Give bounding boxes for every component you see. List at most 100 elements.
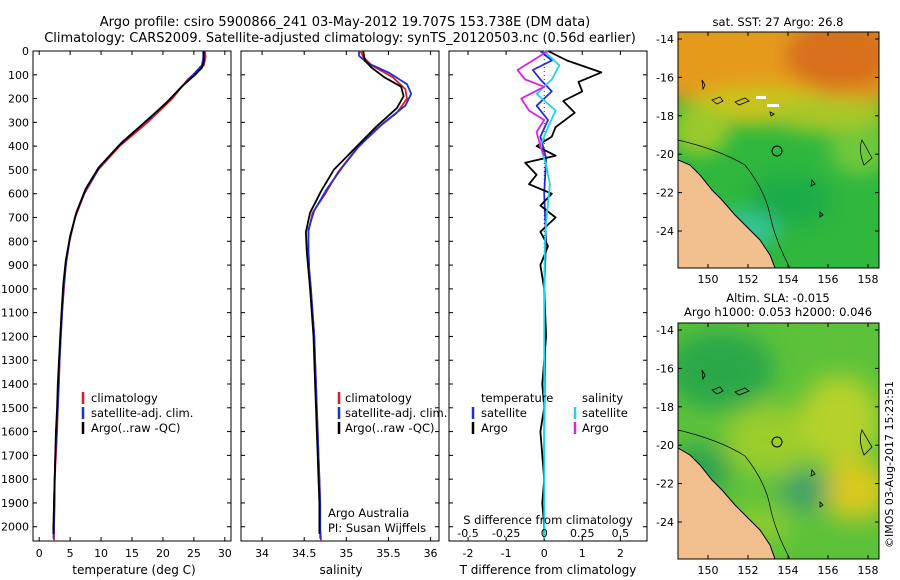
map-y-tick-label: -18 xyxy=(656,401,674,414)
legend-s-satellite-label: satellite xyxy=(582,406,628,420)
x-tick-label: 5 xyxy=(67,547,74,560)
s-difference-label: S difference from climatology xyxy=(463,513,633,527)
map-y-tick-label: -24 xyxy=(656,516,674,529)
depth-tick-label: 1800 xyxy=(1,473,29,486)
map-x-tick-label: 154 xyxy=(778,273,799,286)
temperature-panel: 0100200300400500600700800900100011001200… xyxy=(1,45,232,577)
depth-tick-label: 1400 xyxy=(1,378,29,391)
x-tick-label: 25 xyxy=(187,547,201,560)
x-tick-label: 2 xyxy=(617,547,624,560)
legend-t-argo-label: Argo xyxy=(481,421,508,435)
x-tick-label: 1 xyxy=(579,547,586,560)
salinity-series xyxy=(305,50,413,542)
coast-land xyxy=(678,447,776,559)
legend-argo-label: Argo(..raw -QC) xyxy=(345,421,435,435)
x-tick-label: 34 xyxy=(255,547,269,560)
depth-tick-label: 400 xyxy=(8,140,29,153)
legend-s-argo-label: Argo xyxy=(582,421,609,435)
temperature-legend: climatology satellite-adj. clim. Argo(..… xyxy=(81,391,193,435)
salinity-plot-frame xyxy=(240,50,440,542)
temperature-x-label: temperature (deg C) xyxy=(72,563,195,577)
depth-tick-label: 800 xyxy=(8,235,29,248)
depth-tick-label: 1300 xyxy=(1,354,29,367)
depth-tick-label: 1000 xyxy=(1,283,29,296)
map-y-tick-label: -16 xyxy=(656,71,674,84)
difference-series xyxy=(516,50,603,539)
missing-data-patch xyxy=(767,104,779,107)
sla-map: Altim. SLA: -0.015 Argo h1000: 0.053 h20… xyxy=(656,291,880,577)
difference-legend: temperature satellite Argo salinity sate… xyxy=(471,391,628,435)
series-line-climatology xyxy=(53,50,207,541)
map-x-tick-label: 154 xyxy=(778,564,799,577)
sla-map-axes: 150 152 154 156 158 -14 -16 -18 -20 -22 -24 xyxy=(656,323,879,577)
difference-plot-frame xyxy=(448,50,648,542)
map-x-tick-label: 152 xyxy=(738,564,759,577)
map-x-tick-label: 158 xyxy=(858,564,879,577)
coast-land xyxy=(678,159,776,268)
s-tick-label: 0 xyxy=(541,527,548,540)
sst-map: sat. SST: 27 Argo: 26.8 150 152 154 156 15 xyxy=(656,15,880,286)
sst-map-axes: 150 152 154 156 158 -14 -16 -18 -20 -22 -24 xyxy=(656,32,879,286)
salinity-x-axis: 34 34.5 35 35.5 36 xyxy=(255,51,438,560)
depth-tick-label: 1600 xyxy=(1,426,29,439)
temperature-depth-axis: 0 100 200 300 400 500 600 700 800 900 1000 1100 1200… xyxy=(1,45,231,534)
salinity-x-label: salinity xyxy=(319,563,362,577)
x-tick-label: 34.5 xyxy=(292,547,317,560)
map-x-tick-label: 158 xyxy=(858,273,879,286)
map-y-tick-label: -20 xyxy=(656,148,674,161)
figure-title-line1: Argo profile: csiro 5900866_241 03-May-2… xyxy=(100,15,591,30)
depth-tick-label: 1900 xyxy=(1,497,29,510)
depth-tick-label: 1700 xyxy=(1,449,29,462)
sla-map-title-line2: Argo h1000: 0.053 h2000: 0.046 xyxy=(684,305,872,319)
s-tick-label: 0.25 xyxy=(570,527,595,540)
sst-field xyxy=(678,32,879,268)
x-tick-label: 10 xyxy=(94,547,108,560)
credit-line2: PI: Susan Wijffels xyxy=(328,521,426,535)
legend-satellite-label: satellite-adj. clim. xyxy=(345,406,447,420)
series-line-satellite-adj-clim- xyxy=(307,51,413,539)
depth-tick-label: 600 xyxy=(8,188,29,201)
s-tick-label: -0.25 xyxy=(492,527,520,540)
argo-position-marker xyxy=(771,436,783,448)
series-line-salinity-argo xyxy=(516,50,549,157)
depth-tick-label: 500 xyxy=(8,164,29,177)
map-y-tick-label: -16 xyxy=(656,362,674,375)
series-line-satellite-adj-clim- xyxy=(52,51,205,539)
x-tick-label: 15 xyxy=(125,547,139,560)
argo-position-marker xyxy=(771,145,783,157)
x-tick-label: 36 xyxy=(424,547,438,560)
map-x-tick-label: 152 xyxy=(738,273,759,286)
x-tick-label: 35.5 xyxy=(376,547,401,560)
series-line-salinity-satellite xyxy=(535,50,561,539)
x-tick-label: 20 xyxy=(156,547,170,560)
map-x-tick-label: 156 xyxy=(818,273,839,286)
map-y-tick-label: -22 xyxy=(656,187,674,200)
map-x-tick-label: 156 xyxy=(818,564,839,577)
t-difference-label: T difference from climatology xyxy=(459,563,637,577)
x-tick-label: 30 xyxy=(218,547,232,560)
map-x-tick-label: 150 xyxy=(698,564,719,577)
figure-title-line2: Climatology: CARS2009. Satellite-adjuste… xyxy=(44,31,636,46)
depth-tick-label: 2000 xyxy=(1,521,29,534)
depth-tick-label: 1100 xyxy=(1,307,29,320)
imos-credit: ©IMOS 03-Aug-2017 15:23:51 xyxy=(883,381,896,548)
difference-depth-ticks xyxy=(449,50,647,528)
s-tick-label: -0.5 xyxy=(457,527,478,540)
series-line-temperature-argo xyxy=(524,50,603,534)
x-tick-label: 0 xyxy=(36,547,43,560)
series-line-argo-raw-qc- xyxy=(52,51,205,534)
sla-map-title-line1: Altim. SLA: -0.015 xyxy=(726,291,830,305)
temperature-x-axis: 0 5 10 15 20 25 30 xyxy=(36,51,232,560)
s-difference-ticks: -0.5 -0.25 0 0.25 0.5 xyxy=(457,527,629,540)
legend-satellite-label: satellite-adj. clim. xyxy=(91,406,193,420)
series-line-climatology xyxy=(307,50,408,542)
map-y-tick-label: -14 xyxy=(656,33,674,46)
x-tick-label: -2 xyxy=(463,547,474,560)
depth-tick-label: 0 xyxy=(22,45,29,58)
depth-tick-label: 1500 xyxy=(1,402,29,415)
bathymetry-contour xyxy=(678,139,791,268)
credit-line1: Argo Australia xyxy=(328,506,409,520)
depth-tick-label: 200 xyxy=(8,93,29,106)
legend-climatology-label: climatology xyxy=(345,391,412,405)
